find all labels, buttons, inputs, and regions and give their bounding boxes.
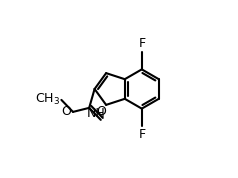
Text: F: F <box>139 128 146 141</box>
Text: O: O <box>97 105 106 118</box>
Text: O: O <box>62 105 72 118</box>
Text: NH: NH <box>86 107 105 120</box>
Text: F: F <box>139 37 146 50</box>
Text: CH$_3$: CH$_3$ <box>35 92 60 108</box>
